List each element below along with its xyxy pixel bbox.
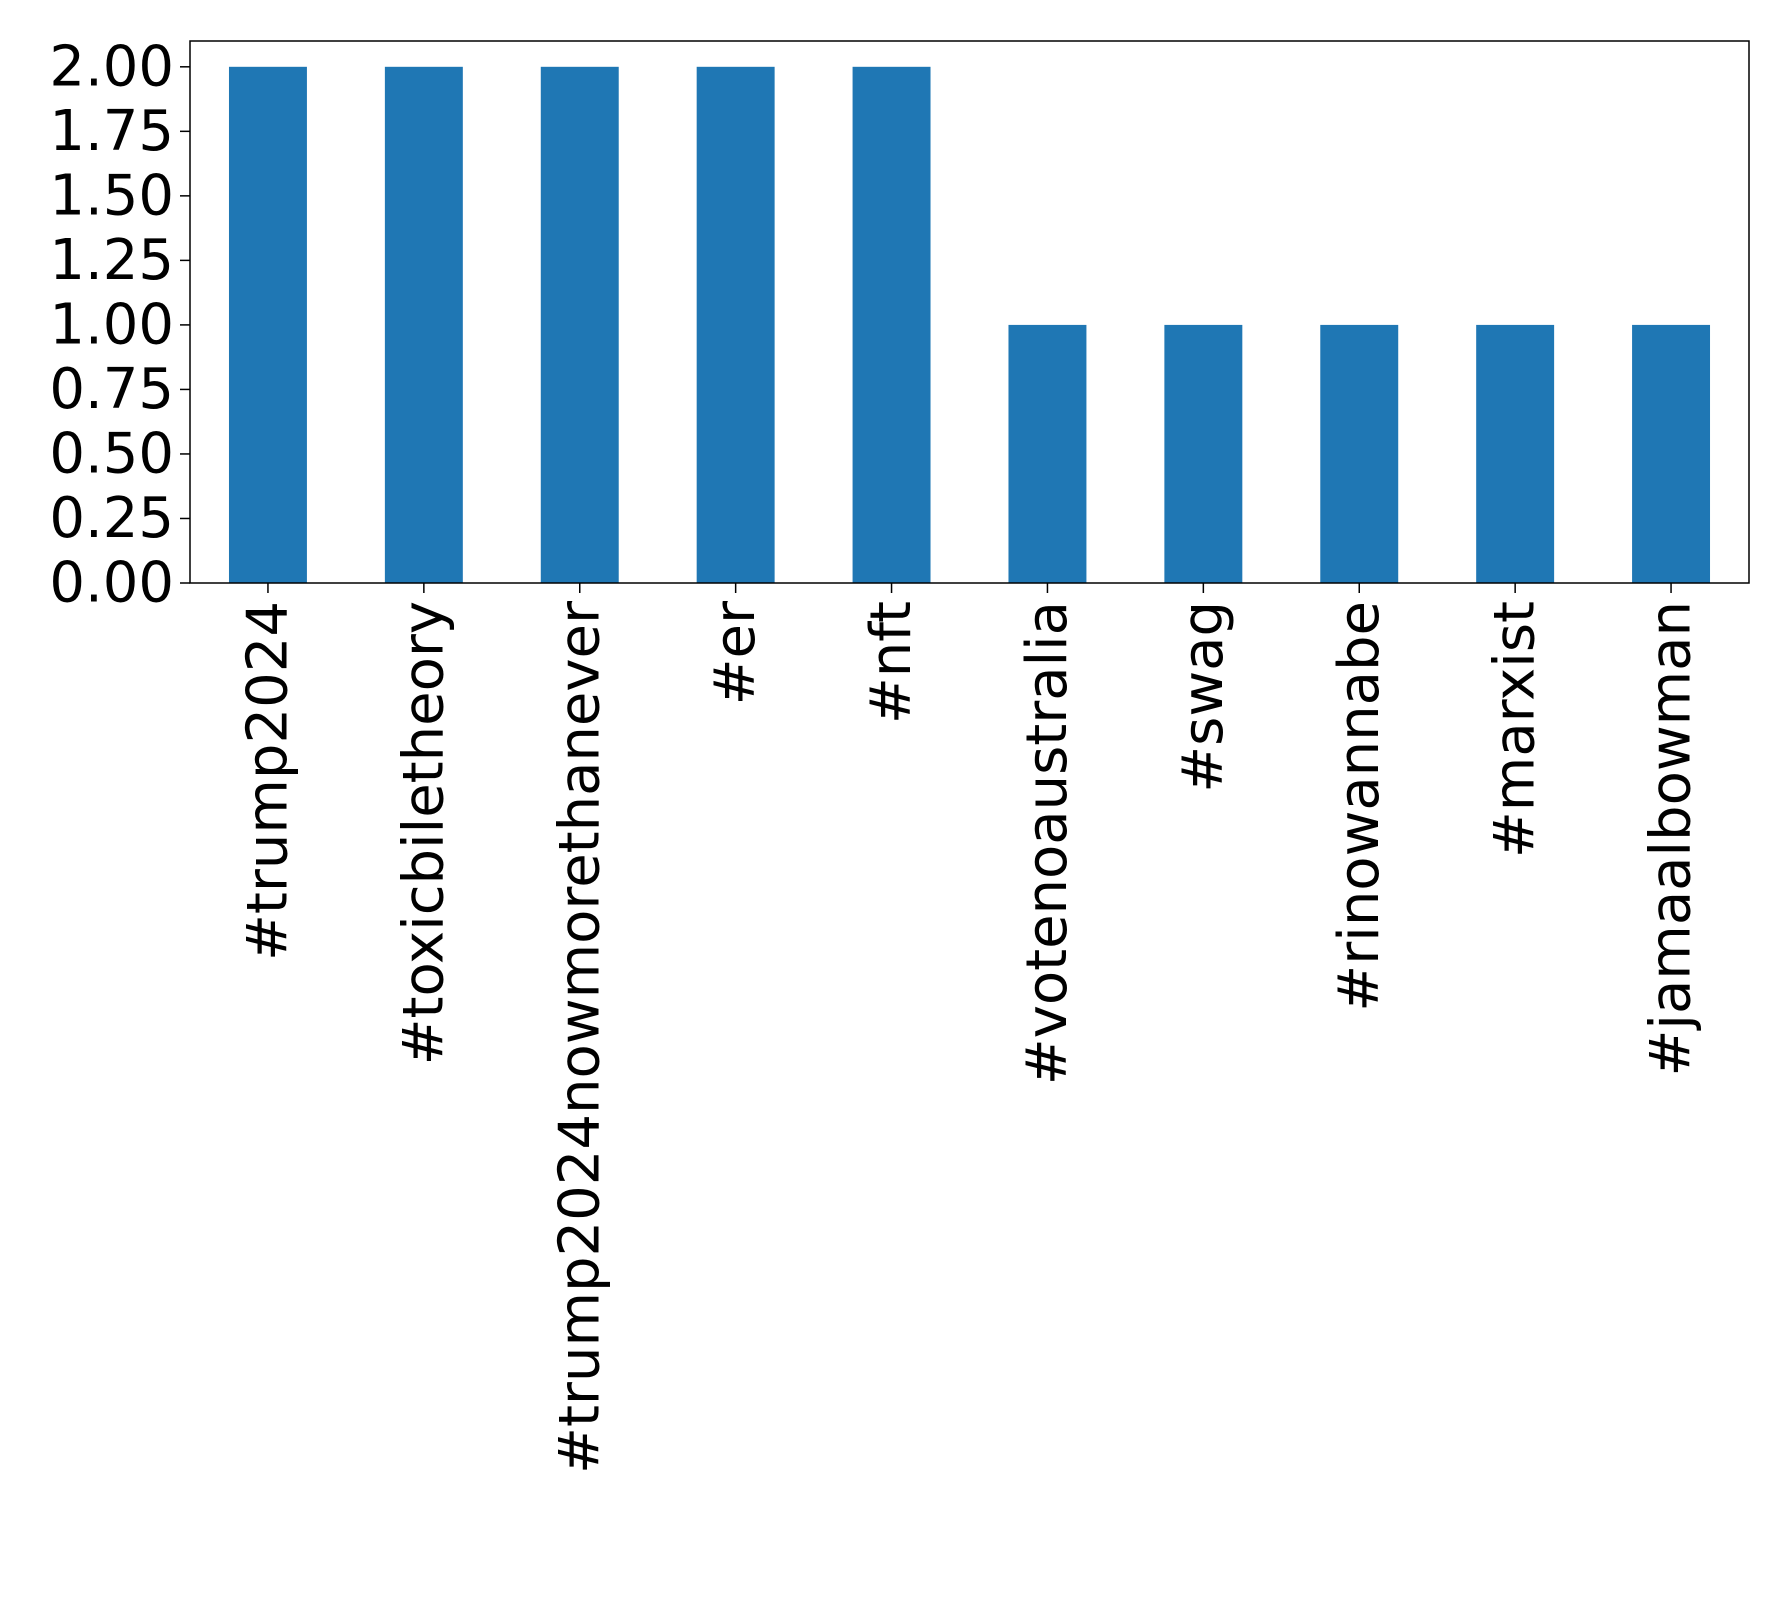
bar-9 [1632, 324, 1711, 583]
x-tick-label: #toxicbiletheory [391, 601, 456, 1065]
y-tick-label: 0.00 [49, 551, 174, 616]
y-tick-label: 1.25 [49, 228, 174, 293]
plot-frame [189, 40, 1750, 584]
bar-4 [852, 66, 931, 584]
bars-group [228, 66, 1711, 584]
x-axis: #trump2024 #toxicbiletheory #trump2024nowm… [235, 583, 1704, 1474]
x-tick-label: #rinowannabe [1327, 601, 1392, 1012]
y-tick-label: 0.50 [49, 421, 174, 486]
x-tick-label: #swag [1171, 601, 1236, 793]
y-axis: 0.000.250.500.751.001.251.501.752.00 [49, 34, 190, 616]
bar-3 [696, 66, 775, 584]
y-tick-label: 0.25 [49, 486, 174, 551]
bar-5 [1008, 324, 1087, 583]
y-tick-label: 1.75 [49, 99, 174, 164]
y-tick-label: 2.00 [49, 34, 174, 99]
x-tick-label: #marxist [1483, 601, 1548, 858]
bar-0 [228, 66, 307, 584]
y-tick-label: 0.75 [49, 357, 174, 422]
bar-2 [540, 66, 619, 584]
x-tick-label: #votenoaustralia [1015, 601, 1080, 1085]
x-tick-label: #jamaalbowman [1639, 601, 1704, 1077]
x-tick-label: #er [703, 600, 768, 705]
y-tick-label: 1.00 [49, 292, 174, 357]
bar-6 [1164, 324, 1243, 583]
x-tick-label: #trump2024 [235, 601, 300, 961]
x-tick-label: #nft [859, 601, 924, 724]
x-tick-label: #trump2024nowmorethanever [547, 600, 612, 1474]
bar-7 [1320, 324, 1399, 583]
bar-1 [384, 66, 463, 584]
y-tick-label: 1.50 [49, 163, 174, 228]
bar-8 [1476, 324, 1555, 583]
